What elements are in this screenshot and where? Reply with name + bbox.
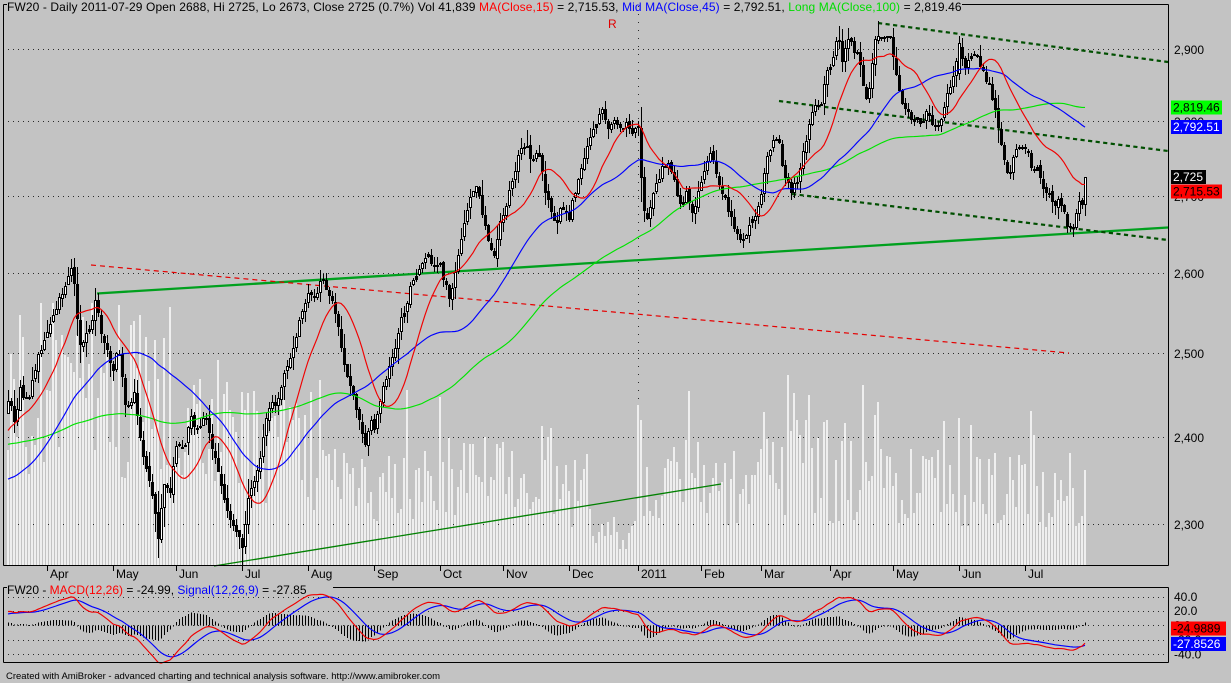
svg-text:May: May [896,567,919,581]
svg-text:Sep: Sep [377,567,399,581]
svg-text:2,819.46: 2,819.46 [1173,101,1220,115]
svg-text:Feb: Feb [704,567,725,581]
svg-text:Apr: Apr [833,567,852,581]
svg-text:-24.9889: -24.9889 [1173,622,1221,636]
svg-text:2,500: 2,500 [1174,347,1204,361]
svg-text:Jul: Jul [245,567,260,581]
svg-text:Oct: Oct [443,567,462,581]
svg-text:R: R [608,17,617,31]
svg-text:FW20 - Daily 2011-07-29 Open 2: FW20 - Daily 2011-07-29 Open 2688, Hi 27… [7,0,962,14]
svg-text:40.0: 40.0 [1174,590,1198,604]
svg-text:Apr: Apr [50,567,69,581]
svg-text:2,900: 2,900 [1174,43,1204,57]
svg-text:2,400: 2,400 [1174,431,1204,445]
svg-text:20.0: 20.0 [1174,604,1198,618]
svg-text:2,715.53: 2,715.53 [1173,185,1220,199]
svg-text:-27.8526: -27.8526 [1173,637,1221,651]
svg-text:2,300: 2,300 [1174,518,1204,532]
svg-text:FW20 - MACD(12,26) = -24.99, S: FW20 - MACD(12,26) = -24.99, Signal(12,2… [7,583,307,597]
svg-text:2011: 2011 [641,567,667,581]
svg-text:Jun: Jun [179,567,198,581]
svg-text:May: May [116,567,139,581]
svg-text:Mar: Mar [764,567,785,581]
svg-text:2,792.51: 2,792.51 [1173,120,1220,134]
svg-text:Aug: Aug [311,567,332,581]
svg-text:2,600: 2,600 [1174,267,1204,281]
svg-text:Created with AmiBroker - advan: Created with AmiBroker - advanced charti… [6,671,440,682]
svg-text:2,725: 2,725 [1173,170,1203,184]
svg-text:Jun: Jun [962,567,981,581]
svg-text:Jul: Jul [1028,567,1043,581]
svg-text:Dec: Dec [572,567,593,581]
svg-text:Nov: Nov [506,567,527,581]
